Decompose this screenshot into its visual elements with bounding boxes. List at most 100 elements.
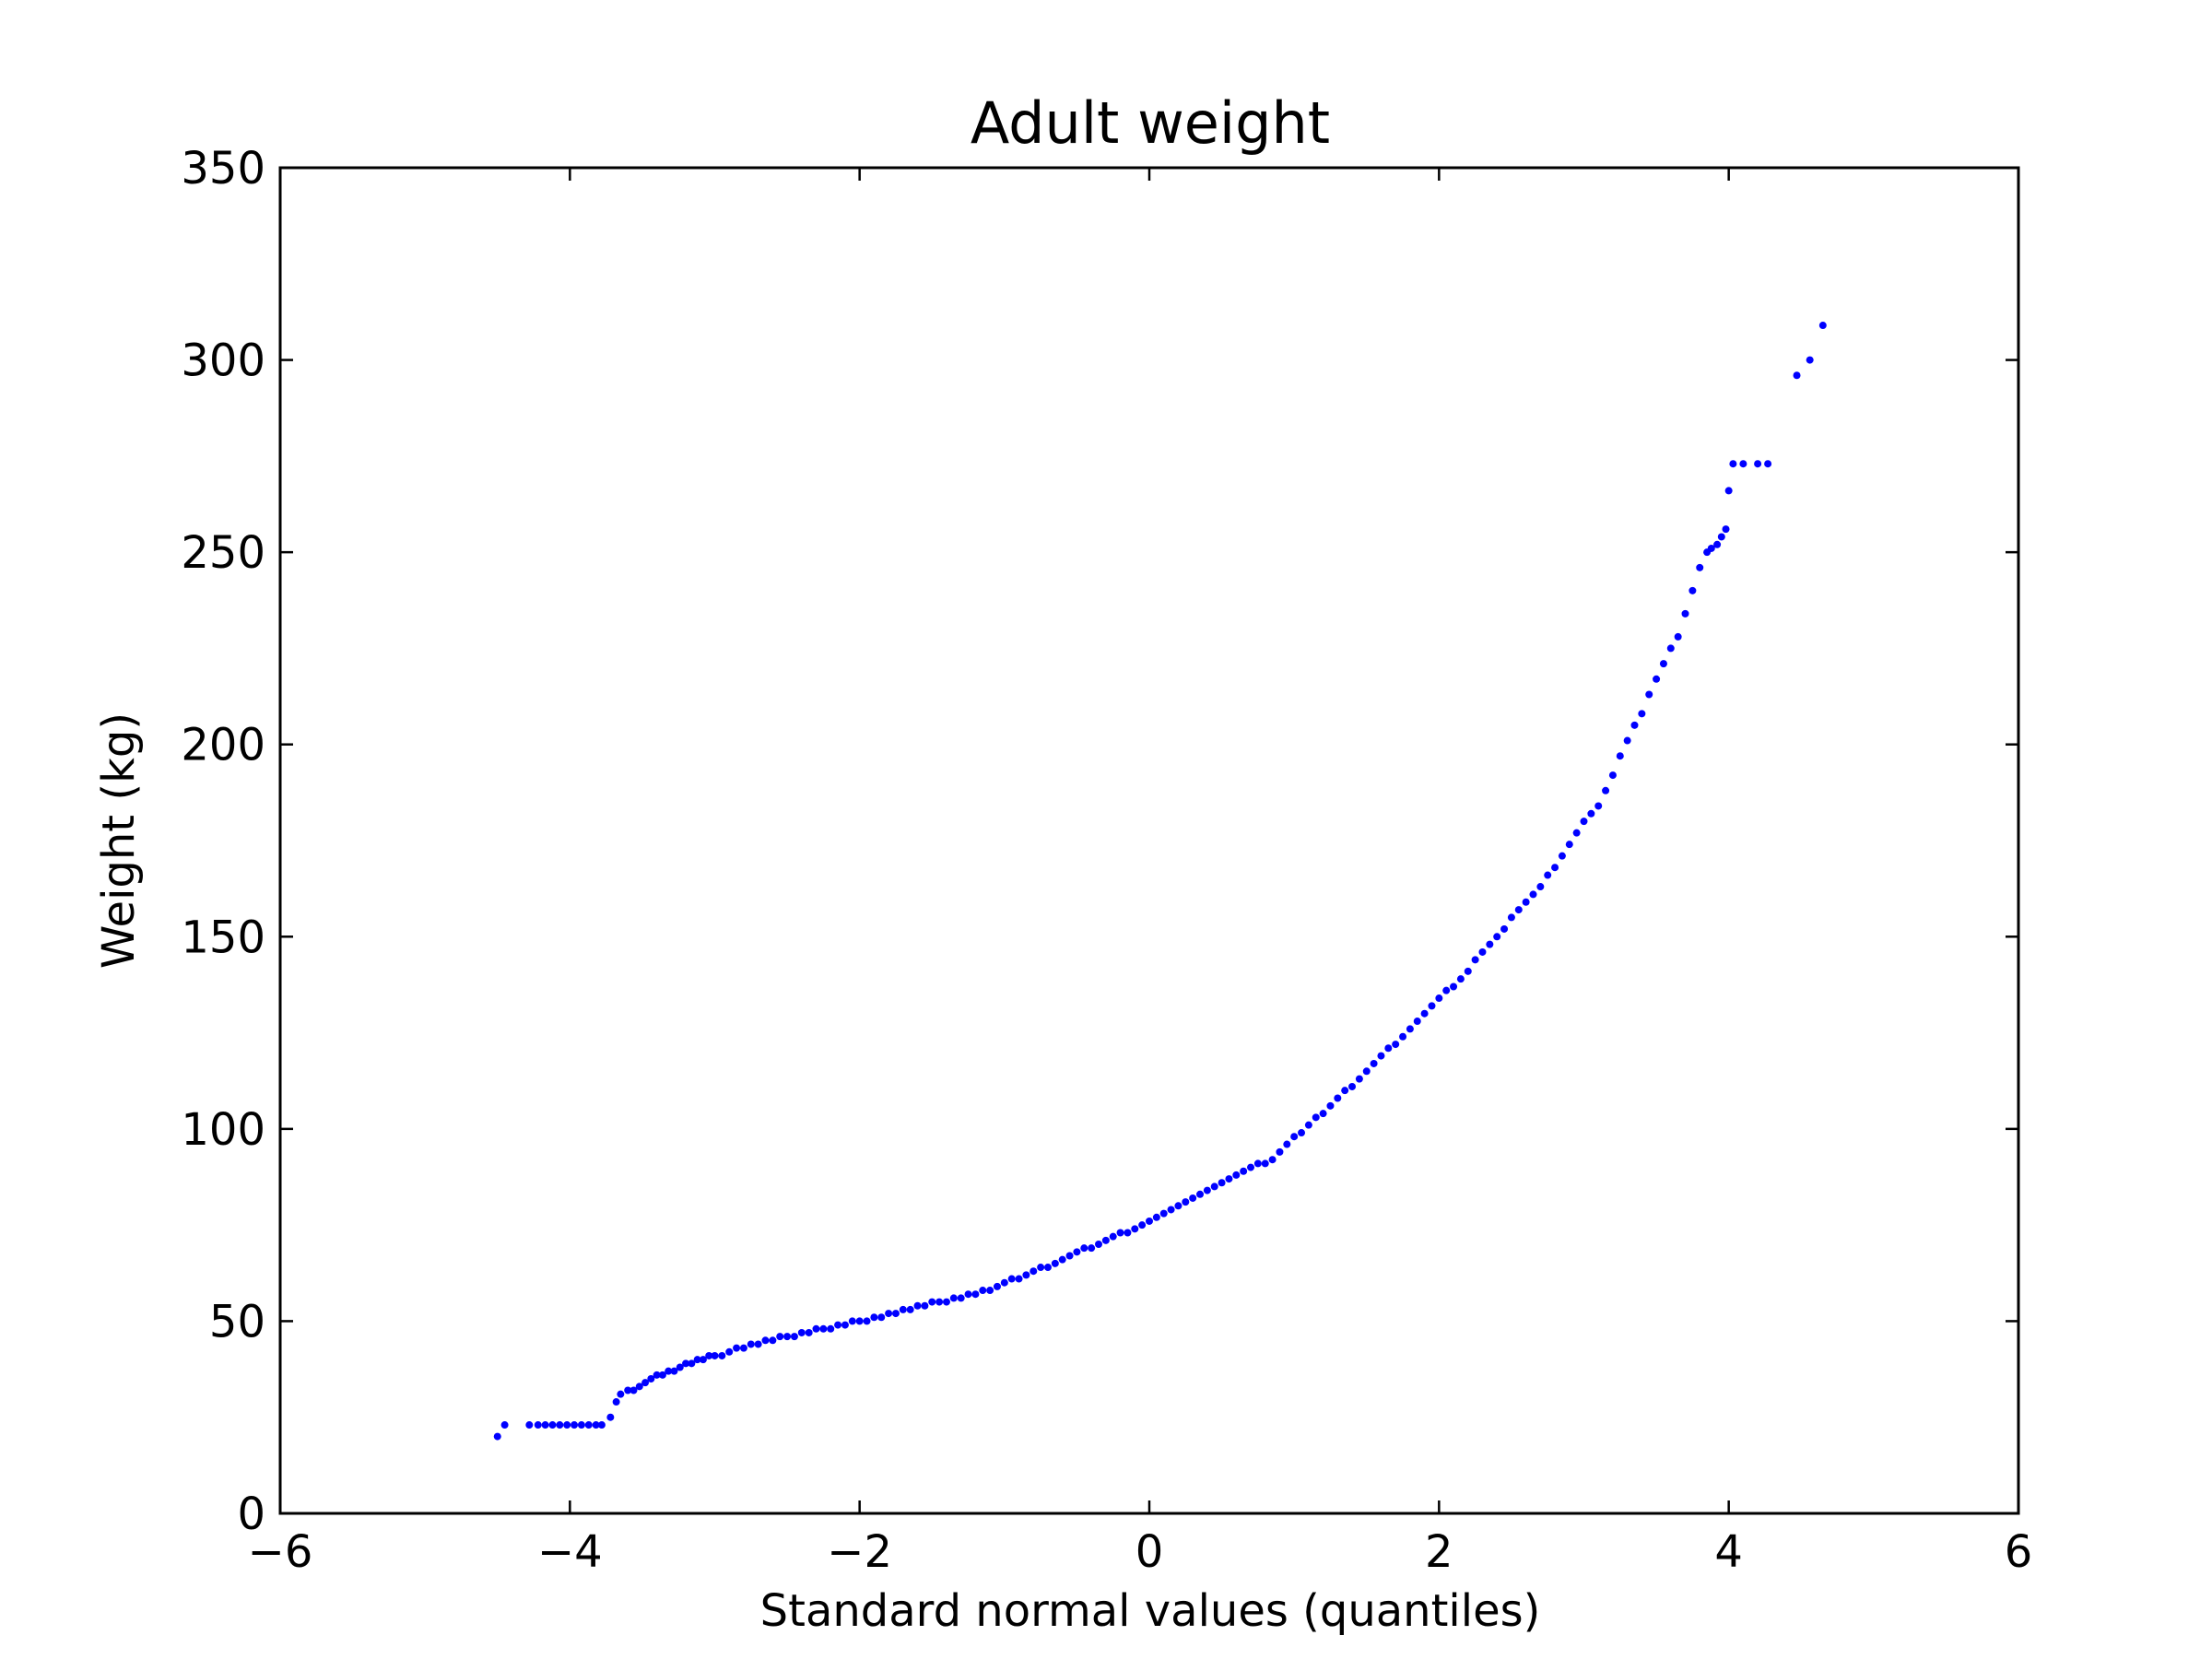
data-point: [1304, 1121, 1312, 1129]
data-point: [1058, 1255, 1066, 1264]
data-point: [1189, 1194, 1197, 1202]
data-point: [1080, 1244, 1088, 1253]
data-point: [1240, 1167, 1248, 1175]
data-point: [1616, 752, 1624, 760]
data-point: [942, 1298, 950, 1306]
data-point: [676, 1363, 684, 1371]
data-point: [641, 1379, 650, 1387]
data-point: [1653, 675, 1661, 683]
y-tick-label: 50: [209, 1296, 265, 1347]
data-point: [606, 1413, 615, 1421]
data-point: [647, 1375, 655, 1382]
data-point: [1722, 525, 1730, 534]
data-point: [548, 1421, 557, 1430]
data-point: [863, 1317, 871, 1325]
data-point: [617, 1390, 625, 1398]
data-point: [899, 1305, 907, 1313]
data-point: [1312, 1113, 1320, 1122]
data-point: [1608, 771, 1617, 780]
data-point: [1065, 1252, 1074, 1260]
data-point: [1707, 544, 1715, 552]
data-point: [841, 1321, 849, 1329]
data-point: [1159, 1209, 1168, 1218]
data-point: [682, 1359, 690, 1368]
data-point: [1124, 1229, 1132, 1237]
data-point: [1594, 802, 1603, 810]
data-point: [500, 1421, 509, 1430]
data-point: [921, 1301, 929, 1310]
data-point: [855, 1317, 864, 1325]
data-point: [1348, 1082, 1357, 1090]
data-point: [1392, 1041, 1400, 1049]
data-point: [1094, 1241, 1102, 1248]
data-point: [1428, 1002, 1436, 1010]
data-point: [1551, 864, 1559, 872]
data-point: [986, 1287, 994, 1295]
data-point: [1030, 1267, 1038, 1276]
data-point: [1022, 1271, 1030, 1279]
data-point: [1630, 721, 1639, 729]
data-point: [1182, 1198, 1190, 1206]
x-tick-label: 0: [1135, 1526, 1164, 1578]
data-point: [1729, 460, 1737, 468]
data-point: [1232, 1171, 1241, 1179]
data-point: [1203, 1186, 1211, 1194]
y-tick-label: 250: [181, 527, 265, 579]
data-point: [964, 1290, 972, 1299]
data-point: [935, 1298, 944, 1306]
data-point: [1210, 1182, 1218, 1191]
data-point: [1101, 1236, 1110, 1244]
data-point: [885, 1310, 893, 1318]
data-point: [1334, 1094, 1342, 1102]
data-point: [993, 1282, 1001, 1290]
data-point: [1493, 933, 1501, 941]
data-point: [612, 1398, 620, 1406]
data-point: [1754, 460, 1762, 468]
data-point: [635, 1382, 643, 1391]
data-point: [670, 1367, 678, 1375]
data-point: [1362, 1067, 1371, 1076]
data-point: [1268, 1156, 1277, 1164]
data-point: [1442, 986, 1451, 994]
plot-frame: [278, 166, 2020, 1515]
data-point: [1565, 841, 1573, 849]
data-point: [1355, 1075, 1363, 1083]
data-point: [653, 1371, 661, 1379]
x-tick-label: −4: [537, 1526, 603, 1578]
data-point: [1818, 322, 1827, 330]
data-point: [928, 1298, 936, 1306]
data-point: [1529, 890, 1537, 899]
data-point: [688, 1359, 696, 1368]
data-point: [1088, 1244, 1096, 1253]
data-point: [563, 1421, 571, 1430]
data-point: [783, 1333, 792, 1341]
data-point: [957, 1294, 965, 1302]
data-point: [597, 1421, 606, 1430]
data-point: [870, 1313, 878, 1322]
data-point: [769, 1336, 777, 1345]
data-point: [1724, 487, 1733, 495]
data-point: [1131, 1225, 1139, 1233]
data-point: [1681, 609, 1689, 618]
data-point: [1793, 371, 1801, 380]
data-point: [1500, 924, 1509, 933]
data-point: [534, 1421, 542, 1430]
data-point: [1399, 1032, 1407, 1041]
data-point: [1152, 1213, 1160, 1221]
x-tick-label: −6: [248, 1526, 313, 1578]
data-point: [705, 1351, 713, 1359]
data-point: [906, 1305, 914, 1313]
data-point: [1696, 563, 1704, 571]
data-point: [812, 1324, 820, 1333]
data-point: [733, 1344, 741, 1352]
data-point: [1015, 1275, 1023, 1283]
data-point: [592, 1421, 600, 1430]
data-point: [1384, 1044, 1393, 1053]
data-point: [1544, 871, 1552, 879]
data-point: [629, 1386, 638, 1394]
data-point: [525, 1421, 534, 1430]
data-point: [1514, 906, 1523, 914]
data-point: [1623, 736, 1631, 745]
data-point: [1167, 1206, 1175, 1214]
